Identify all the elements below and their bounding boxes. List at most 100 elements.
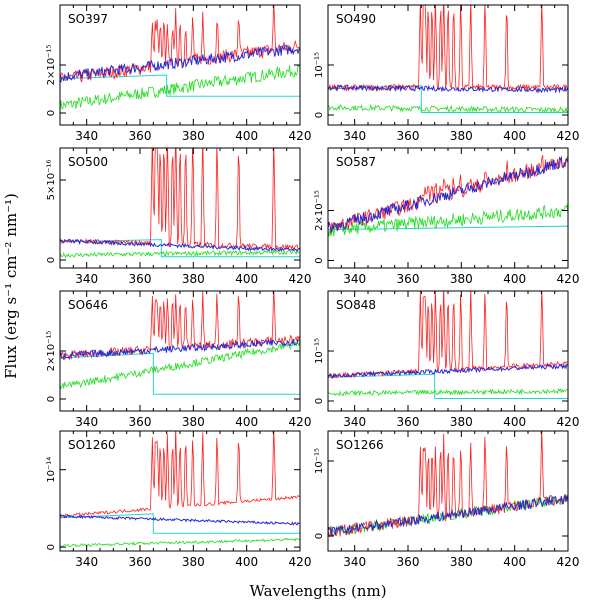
x-tick-label: 400 bbox=[503, 415, 526, 429]
panel-label: SO490 bbox=[336, 12, 376, 26]
series-red bbox=[60, 5, 300, 83]
panel-group: 340 360 380 400 420 0 2×10⁻¹⁵ SO397 340 360 380 400… bbox=[46, 4, 580, 569]
series-green bbox=[328, 103, 568, 114]
y-tick-label: 10⁻¹⁴ bbox=[46, 457, 57, 483]
panel-plot-area bbox=[60, 5, 300, 112]
y-tick-label: 0 bbox=[46, 257, 57, 263]
x-tick-label: 380 bbox=[182, 129, 205, 143]
x-tick-label: 340 bbox=[343, 415, 366, 429]
series-blue bbox=[328, 494, 568, 536]
panel-label: SO1266 bbox=[336, 438, 384, 452]
series-blue bbox=[60, 514, 300, 526]
x-tick-label: 340 bbox=[75, 415, 98, 429]
x-tick-label: 400 bbox=[503, 272, 526, 286]
series-green bbox=[328, 204, 568, 237]
series-blue bbox=[328, 363, 568, 379]
series-blue bbox=[328, 155, 568, 233]
y-tick-label: 2×10⁻¹⁵ bbox=[46, 331, 57, 372]
x-tick-label: 380 bbox=[450, 272, 473, 286]
x-tick-label: 420 bbox=[557, 129, 580, 143]
y-tick-label: 0 bbox=[46, 110, 57, 116]
panel-so397: 340 360 380 400 420 0 2×10⁻¹⁵ SO397 bbox=[46, 4, 312, 143]
y-tick-label: 0 bbox=[46, 544, 57, 550]
x-tick-label: 360 bbox=[397, 272, 420, 286]
series-blue bbox=[60, 338, 300, 360]
x-tick-label: 420 bbox=[289, 555, 312, 569]
panel-so490: 340 360 380 400 420 0 10⁻¹⁵ SO490 bbox=[314, 4, 580, 143]
series-green bbox=[60, 249, 300, 259]
panel-plot-area bbox=[328, 291, 568, 399]
x-tick-label: 380 bbox=[450, 415, 473, 429]
panel-plot-area bbox=[60, 291, 300, 395]
x-tick-label: 360 bbox=[397, 415, 420, 429]
series-green bbox=[60, 63, 300, 112]
panel-so1260: 340 360 380 400 420 0 10⁻¹⁴ SO1260 bbox=[46, 430, 312, 569]
x-tick-label: 340 bbox=[343, 129, 366, 143]
series-blue bbox=[328, 84, 568, 94]
x-tick-label: 420 bbox=[557, 415, 580, 429]
x-tick-label: 380 bbox=[450, 555, 473, 569]
x-tick-label: 400 bbox=[235, 272, 258, 286]
x-tick-label: 340 bbox=[75, 129, 98, 143]
series-cyan bbox=[60, 239, 300, 258]
x-tick-label: 420 bbox=[289, 272, 312, 286]
y-tick-label: 10⁻¹⁵ bbox=[314, 52, 325, 78]
x-axis-title: Wavelengths (nm) bbox=[249, 582, 386, 600]
y-tick-label: 0 bbox=[314, 398, 325, 404]
x-tick-label: 400 bbox=[235, 415, 258, 429]
series-red bbox=[328, 431, 568, 538]
x-tick-label: 360 bbox=[397, 129, 420, 143]
series-cyan bbox=[328, 373, 568, 399]
panel-so500: 340 360 380 400 420 0 5×10⁻¹⁶ SO500 bbox=[46, 147, 312, 286]
panel-label: SO1260 bbox=[68, 438, 116, 452]
y-tick-label: 0 bbox=[314, 112, 325, 118]
x-tick-label: 360 bbox=[129, 272, 152, 286]
y-tick-label: 5×10⁻¹⁶ bbox=[46, 160, 57, 201]
y-tick-label: 0 bbox=[46, 396, 57, 402]
series-blue bbox=[60, 238, 300, 253]
panel-plot-area bbox=[328, 431, 568, 538]
series-red bbox=[60, 291, 300, 361]
series-green bbox=[328, 388, 568, 397]
y-tick-label: 2×10⁻¹⁵ bbox=[46, 45, 57, 86]
panel-plot-area bbox=[60, 148, 300, 259]
x-tick-label: 400 bbox=[503, 129, 526, 143]
y-axis-title: Flux (erg s⁻¹ cm⁻² nm⁻¹) bbox=[2, 193, 20, 379]
x-tick-label: 420 bbox=[557, 555, 580, 569]
panel-label: SO646 bbox=[68, 298, 108, 312]
series-green bbox=[60, 537, 300, 548]
series-cyan bbox=[60, 74, 300, 97]
panel-label: SO397 bbox=[68, 12, 108, 26]
x-tick-label: 380 bbox=[450, 129, 473, 143]
x-tick-label: 420 bbox=[289, 129, 312, 143]
panel-so848: 340 360 380 400 420 0 10⁻¹⁵ SO848 bbox=[314, 290, 580, 429]
x-tick-label: 340 bbox=[343, 272, 366, 286]
series-red bbox=[328, 155, 568, 234]
x-tick-label: 380 bbox=[182, 272, 205, 286]
y-tick-label: 2×10⁻¹⁵ bbox=[314, 190, 325, 231]
x-tick-label: 360 bbox=[129, 555, 152, 569]
x-tick-label: 400 bbox=[235, 555, 258, 569]
panel-so1266: 340 360 380 400 420 0 10⁻¹⁵ SO1266 bbox=[314, 430, 580, 569]
panel-label: SO848 bbox=[336, 298, 376, 312]
x-tick-label: 360 bbox=[397, 555, 420, 569]
series-green bbox=[60, 340, 300, 390]
series-blue bbox=[60, 44, 300, 83]
panel-so646: 340 360 380 400 420 0 2×10⁻¹⁵ SO646 bbox=[46, 290, 312, 429]
x-tick-label: 360 bbox=[129, 129, 152, 143]
x-tick-label: 400 bbox=[235, 129, 258, 143]
panel-label: SO587 bbox=[336, 155, 376, 169]
x-tick-label: 420 bbox=[289, 415, 312, 429]
panel-plot-area bbox=[60, 431, 300, 548]
panel-label: SO500 bbox=[68, 155, 108, 169]
y-tick-label: 0 bbox=[314, 257, 325, 263]
panel-plot-area bbox=[328, 5, 568, 114]
series-red bbox=[328, 5, 568, 93]
y-tick-label: 0 bbox=[314, 533, 325, 539]
x-tick-label: 340 bbox=[75, 555, 98, 569]
x-tick-label: 340 bbox=[343, 555, 366, 569]
panel-so587: 340 360 380 400 420 0 2×10⁻¹⁵ SO587 bbox=[314, 147, 579, 286]
series-cyan bbox=[328, 225, 568, 257]
